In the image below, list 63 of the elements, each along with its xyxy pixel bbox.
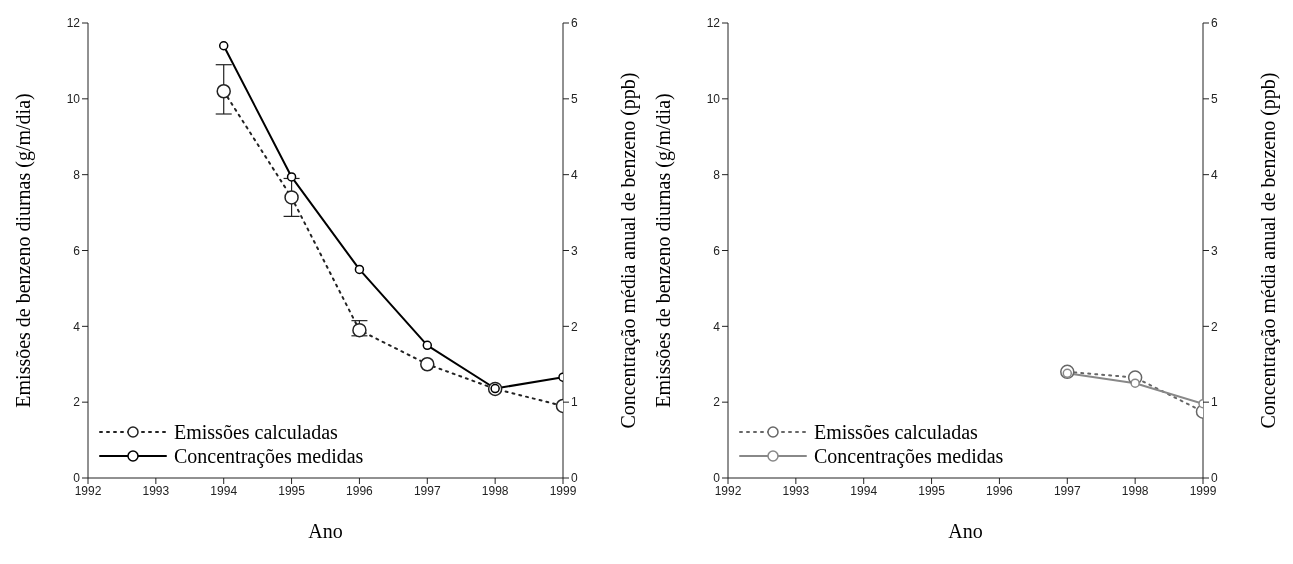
x-tick-label: 1993 <box>142 483 170 498</box>
y2-tick-label: 5 <box>1211 92 1218 107</box>
y-tick-label: 12 <box>706 16 721 31</box>
point <box>216 84 231 99</box>
legend-label: Concentrações medidas <box>814 444 1004 468</box>
y-tick-label: 6 <box>713 243 721 258</box>
x-tick-label: 1998 <box>481 483 509 498</box>
y-tick-label: 0 <box>713 471 721 486</box>
y-tick-label: 0 <box>73 471 81 486</box>
point <box>422 340 433 351</box>
y-tick-label: 8 <box>73 167 81 182</box>
y2-tick-label: 2 <box>571 319 578 334</box>
y2-tick-label: 3 <box>1211 243 1218 258</box>
x-tick-label: 1997 <box>413 483 441 498</box>
point <box>1062 368 1073 379</box>
y2-axis-title: Concentração média anual de benzeno (ppb) <box>1257 72 1281 429</box>
y-tick-label: 4 <box>73 319 81 334</box>
y-tick-label: 4 <box>713 319 721 334</box>
y2-axis-title: Concentração média anual de benzeno (ppb) <box>617 72 641 429</box>
point <box>354 264 365 275</box>
y-tick-label: 10 <box>706 92 721 107</box>
y2-tick-label: 3 <box>571 243 578 258</box>
y-tick-label: 2 <box>73 395 81 410</box>
legend-label: Emissões calculadas <box>174 420 338 444</box>
legend-label: Concentrações medidas <box>174 444 364 468</box>
x-tick-label: 1996 <box>346 483 374 498</box>
x-tick-label: 1994 <box>210 483 238 498</box>
point <box>286 172 297 182</box>
x-tick-label: 1992 <box>714 483 742 498</box>
x-tick-label: 1992 <box>74 483 102 498</box>
x-tick-label: 1997 <box>1053 483 1081 498</box>
y2-tick-label: 1 <box>571 395 578 410</box>
point <box>1130 378 1140 388</box>
y2-tick-label: 2 <box>1211 319 1218 334</box>
y2-tick-label: 6 <box>571 16 578 31</box>
x-tick-label: 1995 <box>278 483 306 498</box>
x-axis-title: Ano <box>948 520 983 542</box>
point <box>420 357 435 372</box>
y2-tick-label: 1 <box>1211 395 1218 410</box>
y-tick-label: 6 <box>73 243 81 258</box>
x-tick-label: 1999 <box>549 483 577 498</box>
x-tick-label: 1999 <box>1189 483 1217 498</box>
x-tick-label: 1995 <box>918 483 946 498</box>
legend-label: Emissões calculadas <box>814 420 978 444</box>
y-tick-label: 12 <box>66 16 81 31</box>
x-tick-label: 1993 <box>782 483 810 498</box>
point <box>284 190 299 205</box>
y-tick-label: 10 <box>66 92 81 107</box>
y2-tick-label: 0 <box>1211 471 1218 486</box>
y2-tick-label: 6 <box>1211 16 1218 31</box>
y2-tick-label: 0 <box>571 471 578 486</box>
y-tick-label: 2 <box>713 395 721 410</box>
x-tick-label: 1994 <box>850 483 878 498</box>
x-tick-label: 1998 <box>1121 483 1149 498</box>
point <box>218 41 229 51</box>
y-axis-title: Emissões de benzeno diurnas (g/m/dia) <box>652 93 676 408</box>
x-tick-label: 1996 <box>986 483 1014 498</box>
x-axis-title: Ano <box>308 520 343 542</box>
y2-tick-label: 4 <box>571 167 578 182</box>
y2-tick-label: 4 <box>1211 167 1218 182</box>
y-tick-label: 8 <box>713 167 721 182</box>
y2-tick-label: 5 <box>571 92 578 107</box>
y-axis-title: Emissões de benzeno diurnas (g/m/dia) <box>12 93 36 408</box>
